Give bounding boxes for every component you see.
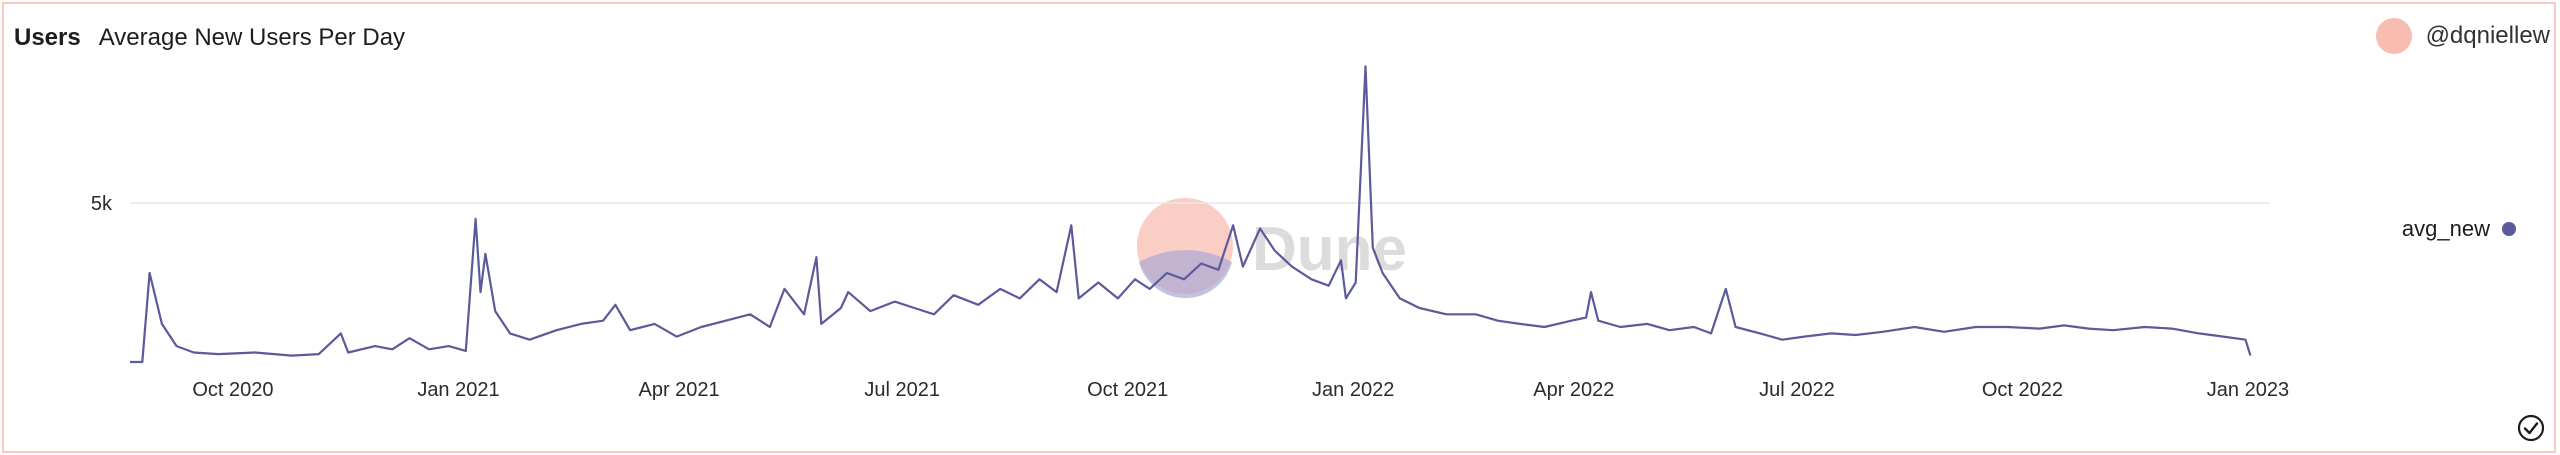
x-tick-label: Jan 2022 [1312, 379, 1394, 401]
x-tick-label: Oct 2022 [1982, 379, 2063, 401]
section-label: Users [14, 24, 81, 51]
legend-dot [2502, 222, 2516, 236]
watermark: Dune [1137, 198, 1407, 299]
y-axis: 5k [91, 193, 113, 215]
x-tick-label: Jul 2021 [864, 379, 940, 401]
x-tick-label: Jan 2021 [417, 379, 499, 401]
x-tick-label: Oct 2021 [1087, 379, 1168, 401]
x-tick-label: Jul 2022 [1759, 379, 1835, 401]
chart-header: Users Average New Users Per Day [14, 24, 405, 52]
y-tick-label: 5k [91, 193, 113, 215]
user-badge[interactable]: @dqniellew [2375, 18, 2550, 54]
x-tick-label: Apr 2022 [1533, 379, 1614, 401]
series-line-avg-new[interactable] [130, 65, 2252, 364]
watermark-logo-shade [1139, 250, 1232, 299]
x-tick-label: Jan 2023 [2207, 379, 2289, 401]
user-handle[interactable]: @dqniellew [2425, 22, 2550, 49]
x-axis: Oct 2020 Jan 2021 Apr 2021 Jul 2021 Oct 2021… [192, 379, 2289, 401]
avatar [2375, 18, 2412, 54]
x-tick-label: Apr 2021 [639, 379, 720, 401]
check-circle-icon[interactable] [2516, 413, 2546, 443]
chart-title: Average New Users Per Day [98, 24, 406, 51]
watermark-text: Dune [1252, 215, 1407, 284]
x-tick-label: Oct 2020 [192, 379, 273, 401]
legend-label: avg_new [2401, 216, 2490, 241]
chart-legend[interactable]: avg_new [2402, 216, 2516, 242]
